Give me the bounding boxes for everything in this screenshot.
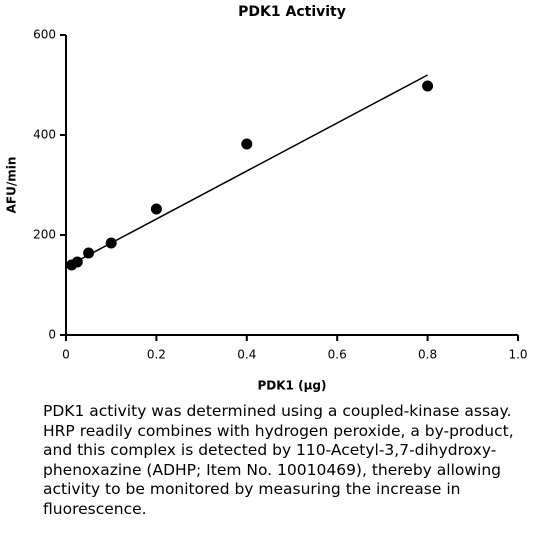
fit-line (71, 74, 428, 265)
point (83, 247, 95, 259)
point (150, 203, 162, 215)
chart-title: PDK1 Activity (238, 4, 346, 20)
caption: PDK1 activity was determined using a cou… (43, 402, 514, 518)
y-tick-label: 200 (33, 228, 56, 242)
point (105, 237, 117, 249)
x-tick-label: 1.0 (508, 348, 527, 362)
x-tick-label: 0.4 (237, 348, 256, 362)
x-tick-label: 0.2 (147, 348, 166, 362)
point (71, 256, 83, 268)
x-tick-label: 0.6 (328, 348, 347, 362)
x-tick-label: 0.8 (418, 348, 437, 362)
x-axis-label: PDK1 (µg) (258, 379, 327, 393)
point (241, 138, 253, 150)
y-tick-label: 400 (33, 128, 56, 142)
x-tick-label: 0 (62, 348, 70, 362)
y-axis-label: AFU/min (5, 157, 19, 214)
chart: PDK1 Activity PDK1 (µg) AFU/min 0 200 400 6… (5, 4, 528, 393)
y-tick-label: 600 (33, 28, 56, 42)
y-tick-label: 0 (48, 328, 56, 342)
point (422, 80, 434, 92)
